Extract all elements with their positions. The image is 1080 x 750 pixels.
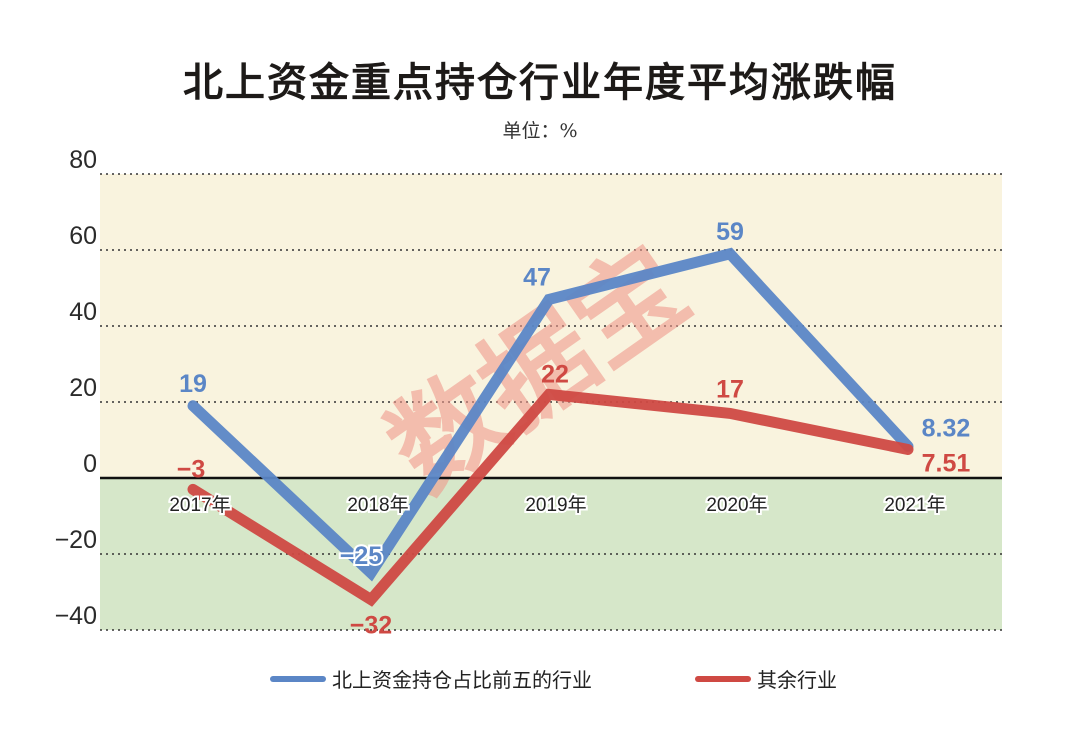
x-tick-label: 2018年 bbox=[347, 494, 408, 516]
data-label: −32 bbox=[350, 612, 392, 640]
series-line-top5 bbox=[187, 247, 914, 582]
y-tick-label: 60 bbox=[69, 222, 97, 250]
y-tick-label: 80 bbox=[69, 146, 97, 174]
legend-swatch-red bbox=[695, 675, 751, 682]
data-label: 17 bbox=[716, 375, 744, 403]
data-label: −3 bbox=[177, 455, 206, 483]
y-tick-label: 20 bbox=[69, 374, 97, 402]
x-tick-label: 2017年 bbox=[169, 494, 230, 516]
x-tick-label: 2021年 bbox=[884, 494, 945, 516]
y-tick-label: 0 bbox=[83, 450, 97, 478]
data-label: 19 bbox=[179, 370, 207, 398]
y-tick-label: −20 bbox=[55, 526, 97, 554]
data-label: 8.32 bbox=[922, 414, 971, 442]
series-line-others bbox=[187, 388, 914, 607]
legend-label: 其余行业 bbox=[757, 668, 837, 692]
data-label: −25 bbox=[340, 542, 383, 570]
legend-item-top5: 北上资金持仓占比前五的行业 bbox=[270, 664, 592, 693]
x-tick-label: 2020年 bbox=[706, 494, 767, 516]
data-label: 22 bbox=[541, 360, 569, 388]
y-tick-label: 40 bbox=[69, 298, 97, 326]
chart-title: 北上资金重点持仓行业年度平均涨跌幅 bbox=[183, 60, 897, 106]
data-label: 7.51 bbox=[922, 449, 971, 477]
legend-label: 北上资金持仓占比前五的行业 bbox=[332, 668, 592, 692]
x-tick-label: 2019年 bbox=[525, 494, 586, 516]
legend-item-others: 其余行业 bbox=[695, 664, 837, 693]
unit-label: 单位：% bbox=[502, 120, 578, 142]
data-label: 47 bbox=[523, 263, 551, 291]
data-label: 59 bbox=[716, 218, 744, 246]
legend: 北上资金持仓占比前五的行业 其余行业 bbox=[0, 664, 1080, 694]
legend-swatch-blue bbox=[270, 675, 326, 682]
y-tick-label: −40 bbox=[55, 602, 97, 630]
